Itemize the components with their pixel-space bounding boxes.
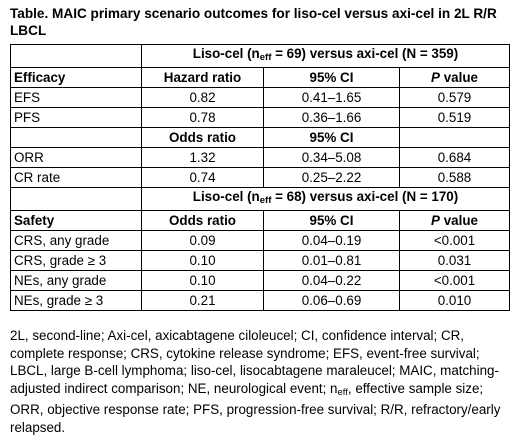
row-ci: 0.01–0.81 — [263, 250, 400, 271]
table-row: NEs, any grade 0.10 0.04–0.22 <0.001 — [10, 270, 510, 291]
row-label: NEs, any grade — [10, 270, 142, 291]
empty-cell — [10, 127, 142, 148]
row-value: 0.78 — [141, 107, 264, 128]
row-label: CR rate — [10, 167, 142, 188]
row-p: <0.001 — [399, 230, 510, 251]
odds-ratio-header: Odds ratio — [141, 127, 264, 148]
safety-section-label: Safety — [10, 210, 142, 231]
row-p: 0.031 — [399, 250, 510, 271]
hazard-ratio-header: Hazard ratio — [141, 67, 264, 88]
row-ci: 0.34–5.08 — [263, 147, 400, 168]
table-row: PFS 0.78 0.36–1.66 0.519 — [10, 107, 510, 128]
row-p: 0.588 — [399, 167, 510, 188]
empty-cell — [10, 44, 142, 68]
row-value: 0.74 — [141, 167, 264, 188]
empty-cell — [399, 127, 510, 148]
ci-header: 95% CI — [263, 67, 400, 88]
table-row: NEs, grade ≥ 3 0.21 0.06–0.69 0.010 — [10, 290, 510, 311]
row-label: CRS, any grade — [10, 230, 142, 251]
safety-comparison-row: Liso-cel (neff = 68) versus axi-cel (N =… — [10, 187, 510, 211]
safety-column-header-row: Safety Odds ratio 95% CI P value — [10, 210, 510, 231]
abbreviations-footnote: 2L, second-line; Axi-cel, axicabtagene c… — [10, 328, 501, 435]
row-label: EFS — [10, 87, 142, 108]
outcomes-table: Liso-cel (neff = 69) versus axi-cel (N =… — [10, 44, 510, 311]
row-value: 1.32 — [141, 147, 264, 168]
row-label: NEs, grade ≥ 3 — [10, 290, 142, 311]
table-row: CRS, any grade 0.09 0.04–0.19 <0.001 — [10, 230, 510, 251]
odds-column-header-row: Odds ratio 95% CI — [10, 127, 510, 148]
table-title: Table. MAIC primary scenario outcomes fo… — [10, 6, 497, 38]
p-value-header: P value — [399, 67, 510, 88]
safety-comparison-header: Liso-cel (neff = 68) versus axi-cel (N =… — [141, 187, 510, 211]
row-p: 0.684 — [399, 147, 510, 168]
table-row: CRS, grade ≥ 3 0.10 0.01–0.81 0.031 — [10, 250, 510, 271]
table-row: EFS 0.82 0.41–1.65 0.579 — [10, 87, 510, 108]
row-label: PFS — [10, 107, 142, 128]
efficacy-comparison-header: Liso-cel (neff = 69) versus axi-cel (N =… — [141, 44, 510, 68]
ci-header: 95% CI — [263, 127, 400, 148]
empty-cell — [10, 187, 142, 211]
table-row: CR rate 0.74 0.25–2.22 0.588 — [10, 167, 510, 188]
row-ci: 0.25–2.22 — [263, 167, 400, 188]
row-label: ORR — [10, 147, 142, 168]
row-ci: 0.04–0.19 — [263, 230, 400, 251]
row-ci: 0.04–0.22 — [263, 270, 400, 291]
row-value: 0.10 — [141, 250, 264, 271]
row-value: 0.10 — [141, 270, 264, 291]
table-row: ORR 1.32 0.34–5.08 0.684 — [10, 147, 510, 168]
p-value-header: P value — [399, 210, 510, 231]
row-p: <0.001 — [399, 270, 510, 291]
row-p: 0.519 — [399, 107, 510, 128]
odds-ratio-header: Odds ratio — [141, 210, 264, 231]
row-value: 0.21 — [141, 290, 264, 311]
efficacy-section-label: Efficacy — [10, 67, 142, 88]
row-p: 0.579 — [399, 87, 510, 108]
row-ci: 0.41–1.65 — [263, 87, 400, 108]
document-page: Table. MAIC primary scenario outcomes fo… — [10, 6, 510, 435]
row-ci: 0.36–1.66 — [263, 107, 400, 128]
row-value: 0.82 — [141, 87, 264, 108]
efficacy-comparison-row: Liso-cel (neff = 69) versus axi-cel (N =… — [10, 44, 510, 68]
row-p: 0.010 — [399, 290, 510, 311]
efficacy-column-header-row: Efficacy Hazard ratio 95% CI P value — [10, 67, 510, 88]
row-value: 0.09 — [141, 230, 264, 251]
row-ci: 0.06–0.69 — [263, 290, 400, 311]
row-label: CRS, grade ≥ 3 — [10, 250, 142, 271]
ci-header: 95% CI — [263, 210, 400, 231]
